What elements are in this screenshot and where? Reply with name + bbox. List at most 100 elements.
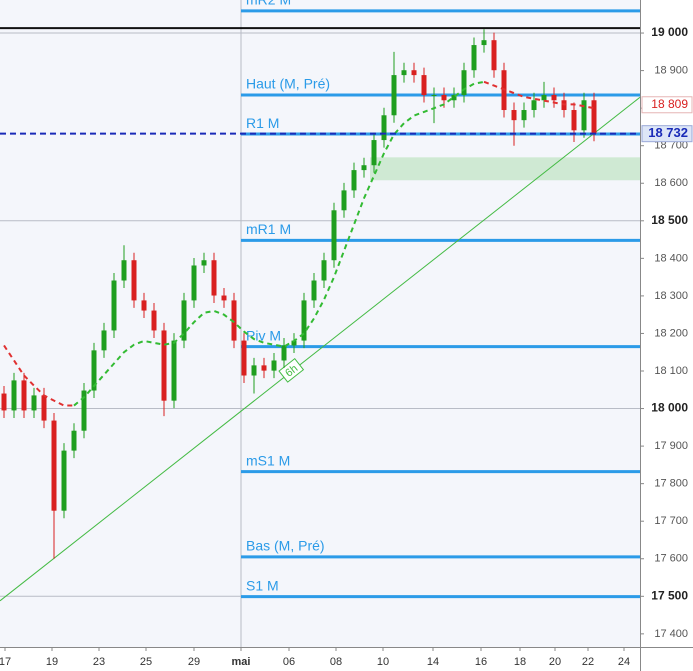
- level-label: Piv M: [246, 327, 281, 343]
- candle-body: [11, 380, 17, 411]
- level-label: mR2 M: [246, 0, 291, 8]
- candle-body: [401, 70, 407, 76]
- y-tick-label: 17 800: [654, 478, 688, 490]
- candle-body: [211, 260, 217, 296]
- candle-body: [451, 95, 457, 101]
- x-tick-label: 23: [93, 656, 105, 668]
- y-tick-label: 17 400: [654, 628, 688, 640]
- candle-body: [141, 300, 147, 311]
- candle-body: [21, 380, 27, 411]
- candle-body: [491, 40, 497, 71]
- candle-body: [351, 170, 357, 191]
- candle-body: [381, 115, 387, 141]
- candle-body: [341, 190, 347, 211]
- candle-body: [41, 395, 47, 421]
- candle-body: [91, 350, 97, 391]
- x-tick-label: 18: [514, 656, 526, 668]
- moving-average: [3, 80, 595, 407]
- candle-body: [251, 365, 257, 376]
- y-tick-label: 18 300: [654, 290, 688, 302]
- candle-body: [201, 260, 207, 266]
- x-tick-label: 29: [188, 656, 200, 668]
- candle-body: [1, 393, 7, 411]
- candle-body: [101, 330, 107, 351]
- trendline: [0, 96, 641, 602]
- x-tick-label: 16: [475, 656, 487, 668]
- price-tag-box: [641, 96, 693, 114]
- y-tick-label: 18 000: [651, 401, 688, 415]
- x-tick-label: 06: [283, 656, 295, 668]
- x-tick-label: 25: [140, 656, 152, 668]
- level-label: Bas (M, Pré): [246, 538, 325, 554]
- candle-body: [231, 300, 237, 341]
- candle-body: [61, 450, 67, 511]
- y-tick-label: 17 900: [654, 440, 688, 452]
- candle-body: [371, 140, 377, 166]
- candle-body: [411, 70, 417, 76]
- candle-body: [121, 260, 127, 281]
- x-tick-label: 19: [46, 656, 58, 668]
- candle-body: [71, 430, 77, 451]
- candle-body: [591, 100, 597, 134]
- price-tag: 18 809: [651, 97, 688, 111]
- candle-body: [541, 95, 547, 101]
- price-tag-box: [641, 125, 693, 143]
- candle-body: [31, 395, 37, 411]
- level-label: S1 M: [246, 577, 279, 593]
- candle-body: [361, 165, 367, 171]
- level-label: R1 M: [246, 115, 279, 131]
- x-tick-label: 10: [377, 656, 389, 668]
- x-tick-label: mai: [232, 656, 251, 668]
- moving-average: [73, 80, 485, 407]
- y-tick-label: 18 600: [654, 177, 688, 189]
- zone: [370, 157, 640, 181]
- y-tick-label: 18 500: [651, 213, 688, 227]
- level-label: mR1 M: [246, 221, 291, 237]
- y-tick-label: 19 000: [651, 25, 688, 39]
- candle-body: [581, 100, 587, 131]
- y-tick-label: 17 600: [654, 553, 688, 565]
- candle-body: [191, 265, 197, 301]
- candle-body: [441, 95, 447, 101]
- y-tick-label: 17 700: [654, 515, 688, 527]
- y-tick-label: 18 400: [654, 252, 688, 264]
- candle-body: [131, 260, 137, 301]
- candle-body: [461, 70, 467, 96]
- candle-body: [481, 40, 487, 46]
- candle-body: [571, 110, 577, 131]
- candle-body: [81, 390, 87, 431]
- candle-body: [331, 210, 337, 261]
- candle-body: [161, 330, 167, 401]
- candle-body: [431, 95, 437, 97]
- trendline-label: 6h: [283, 363, 300, 380]
- y-tick-label: 18 700: [654, 140, 688, 152]
- candle-body: [151, 310, 157, 331]
- candle-body: [291, 340, 297, 346]
- trendline-label-box: [278, 358, 305, 383]
- candle-body: [51, 420, 57, 511]
- price-tag: 18 732: [648, 125, 688, 140]
- x-tick-label: 08: [330, 656, 342, 668]
- candle-body: [391, 75, 397, 116]
- candle-body: [111, 280, 117, 331]
- candle-body: [421, 75, 427, 96]
- candle-body: [181, 300, 187, 341]
- candle-body: [261, 365, 267, 371]
- candle-body: [311, 280, 317, 301]
- candle-body: [171, 340, 177, 401]
- y-tick-label: 18 100: [654, 365, 688, 377]
- candle-body: [551, 95, 557, 101]
- x-tick-label: 22: [582, 656, 594, 668]
- y-tick-label: 17 500: [651, 588, 688, 602]
- x-tick-label: 17: [0, 656, 11, 668]
- y-tick-label: 18 200: [654, 327, 688, 339]
- candle-body: [271, 360, 277, 371]
- candle-body: [471, 45, 477, 71]
- candle-body: [281, 345, 287, 361]
- candle-body: [521, 110, 527, 121]
- x-tick-label: 14: [427, 656, 439, 668]
- x-tick-label: 24: [618, 656, 630, 668]
- candle-body: [531, 100, 537, 111]
- candle-body: [301, 300, 307, 341]
